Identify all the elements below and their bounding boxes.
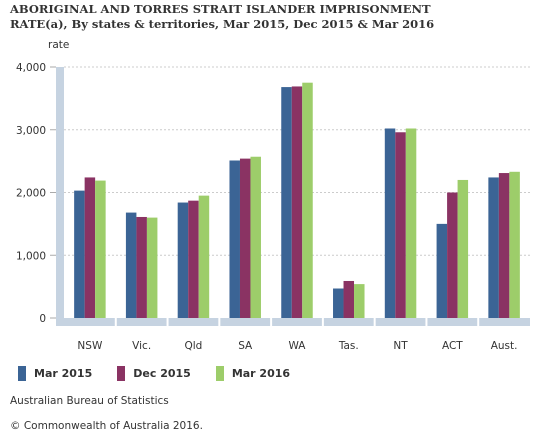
- legend-item-mar-2016[interactable]: Mar 2016: [215, 366, 291, 381]
- bar-act-dec-2015[interactable]: [447, 192, 458, 319]
- bar-nt-mar-2015[interactable]: [384, 128, 396, 318]
- bar-aust-mar-2016[interactable]: [509, 171, 520, 318]
- x-tick-label: ACT: [442, 340, 463, 352]
- bar-tas-dec-2015[interactable]: [343, 280, 355, 318]
- bar-tas-mar-2015[interactable]: [333, 288, 344, 318]
- bar-qld-mar-2015[interactable]: [177, 202, 189, 318]
- bar-vic-mar-2016[interactable]: [146, 217, 158, 318]
- bar-nt-dec-2015[interactable]: [395, 132, 406, 318]
- bar-aust-mar-2015[interactable]: [488, 177, 499, 318]
- bar-sa-mar-2015[interactable]: [229, 160, 240, 318]
- bar-nsw-mar-2016[interactable]: [95, 180, 106, 318]
- bar-nsw-dec-2015[interactable]: [84, 177, 96, 318]
- bar-sa-dec-2015[interactable]: [239, 158, 251, 318]
- y-tick-label: 1,000: [16, 250, 46, 262]
- y-axis-band: [56, 67, 64, 326]
- source-note: Australian Bureau of Statistics: [10, 395, 169, 407]
- chart-title: ABORIGINAL AND TORRES STRAIT ISLANDER IM…: [10, 2, 435, 31]
- bar-qld-dec-2015[interactable]: [188, 200, 199, 318]
- bar-vic-mar-2015[interactable]: [125, 212, 137, 318]
- y-axis-label: rate: [48, 39, 69, 51]
- legend-swatch-dec-2015: [117, 366, 126, 381]
- legend-label-mar-2016: Mar 2016: [231, 367, 291, 380]
- bar-qld-mar-2016[interactable]: [198, 195, 210, 318]
- y-tick-label: 3,000: [16, 125, 46, 137]
- bar-wa-mar-2016[interactable]: [302, 82, 313, 318]
- x-tick-label: Qld: [185, 340, 203, 352]
- x-tick-label: WA: [289, 340, 307, 352]
- legend-swatch-mar-2015: [18, 366, 26, 381]
- bar-wa-mar-2015[interactable]: [281, 87, 292, 318]
- legend-label-dec-2015: Dec 2015: [133, 367, 191, 380]
- copyright-note: © Commonwealth of Australia 2016.: [10, 420, 203, 432]
- y-tick-label: 0: [39, 313, 46, 325]
- bar-wa-dec-2015[interactable]: [291, 86, 303, 318]
- y-tick-label: 2,000: [16, 188, 46, 200]
- bar-aust-dec-2015[interactable]: [498, 173, 510, 318]
- x-axis-band: [56, 318, 530, 326]
- bar-tas-mar-2016[interactable]: [354, 284, 365, 318]
- chart-legend: Mar 2015 Dec 2015 Mar 2016: [18, 366, 315, 381]
- x-tick-label: NSW: [77, 340, 103, 352]
- bar-act-mar-2015[interactable]: [436, 223, 448, 318]
- legend-label-mar-2015: Mar 2015: [34, 367, 93, 380]
- x-tick-label: Tas.: [338, 340, 359, 352]
- x-tick-label: SA: [238, 340, 253, 352]
- legend-item-dec-2015[interactable]: Dec 2015: [117, 366, 191, 381]
- x-tick-label: Aust.: [491, 340, 518, 352]
- bar-act-mar-2016[interactable]: [457, 179, 469, 318]
- legend-item-mar-2015[interactable]: Mar 2015: [18, 366, 92, 381]
- bar-nt-mar-2016[interactable]: [405, 128, 417, 318]
- y-tick-label: 4,000: [16, 62, 46, 74]
- bar-vic-dec-2015[interactable]: [136, 216, 147, 318]
- x-tick-label: NT: [393, 340, 408, 352]
- bar-nsw-mar-2015[interactable]: [74, 190, 85, 318]
- x-tick-label: Vic.: [132, 340, 151, 352]
- bar-sa-mar-2016[interactable]: [250, 156, 261, 318]
- legend-swatch-mar-2016: [215, 366, 224, 381]
